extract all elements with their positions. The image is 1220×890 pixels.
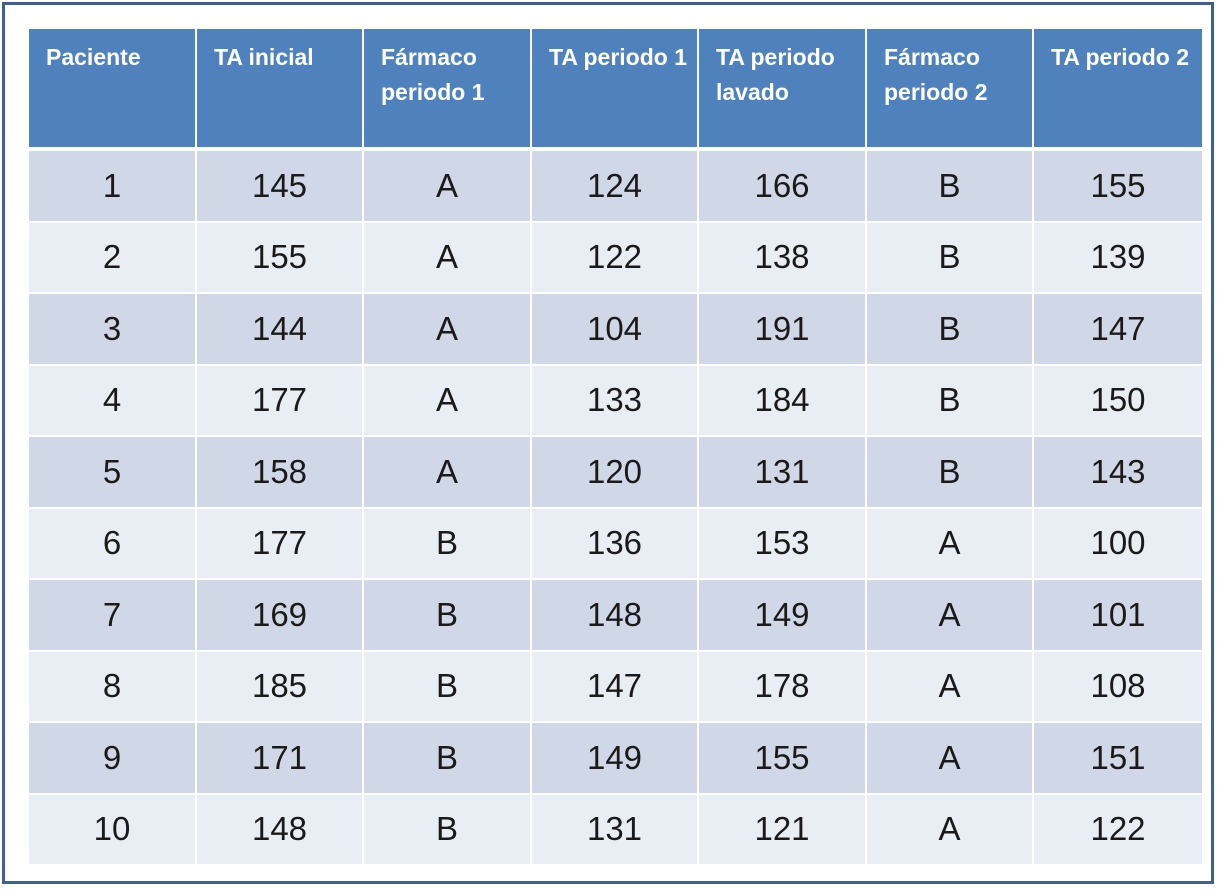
table-cell: A xyxy=(364,151,532,223)
table-cell: B xyxy=(364,508,532,580)
table-cell: 149 xyxy=(532,723,699,795)
table-cell: 100 xyxy=(1034,508,1202,580)
table-row: 10 148 B 131 121 A 122 xyxy=(29,794,1202,866)
table-cell: 148 xyxy=(532,580,699,652)
table-cell: 124 xyxy=(532,151,699,223)
table-cell: A xyxy=(867,508,1034,580)
header-cell: Fármaco periodo 1 xyxy=(364,29,532,151)
table-cell: 191 xyxy=(699,294,867,366)
table-row: 6 177 B 136 153 A 100 xyxy=(29,508,1202,580)
table-cell: B xyxy=(867,294,1034,366)
table-cell: 6 xyxy=(29,508,197,580)
table-cell: 158 xyxy=(197,437,364,509)
table-cell: 108 xyxy=(1034,651,1202,723)
table-cell: 8 xyxy=(29,651,197,723)
table-cell: 147 xyxy=(532,651,699,723)
table-cell: B xyxy=(364,723,532,795)
header-cell: TA periodo 2 xyxy=(1034,29,1202,151)
table-row: 2 155 A 122 138 B 139 xyxy=(29,222,1202,294)
table-cell: 147 xyxy=(1034,294,1202,366)
table-cell: A xyxy=(867,794,1034,866)
table-cell: B xyxy=(867,222,1034,294)
table-cell: A xyxy=(364,294,532,366)
table-cell: 3 xyxy=(29,294,197,366)
table-cell: 122 xyxy=(1034,794,1202,866)
table-cell: 177 xyxy=(197,508,364,580)
table-cell: 1 xyxy=(29,151,197,223)
data-table: Paciente TA inicial Fármaco periodo 1 TA… xyxy=(29,29,1202,866)
header-cell: TA periodo 1 xyxy=(532,29,699,151)
header-cell: Paciente xyxy=(29,29,197,151)
table-cell: 169 xyxy=(197,580,364,652)
table-cell: 149 xyxy=(699,580,867,652)
table-row: 8 185 B 147 178 A 108 xyxy=(29,651,1202,723)
table-cell: 153 xyxy=(699,508,867,580)
table-cell: 143 xyxy=(1034,437,1202,509)
table-cell: A xyxy=(867,723,1034,795)
table-cell: 10 xyxy=(29,794,197,866)
table-cell: 104 xyxy=(532,294,699,366)
header-cell: TA inicial xyxy=(197,29,364,151)
table-cell: A xyxy=(364,437,532,509)
table-row: 4 177 A 133 184 B 150 xyxy=(29,365,1202,437)
header-row: Paciente TA inicial Fármaco periodo 1 TA… xyxy=(29,29,1202,151)
table-row: 1 145 A 124 166 B 155 xyxy=(29,151,1202,223)
table-row: 3 144 A 104 191 B 147 xyxy=(29,294,1202,366)
table-cell: 138 xyxy=(699,222,867,294)
table-cell: A xyxy=(364,365,532,437)
table-cell: 5 xyxy=(29,437,197,509)
table-cell: 155 xyxy=(1034,151,1202,223)
table-cell: 151 xyxy=(1034,723,1202,795)
table-cell: B xyxy=(867,365,1034,437)
table-cell: A xyxy=(364,222,532,294)
table-cell: 144 xyxy=(197,294,364,366)
table-cell: 131 xyxy=(532,794,699,866)
table-cell: 150 xyxy=(1034,365,1202,437)
table-cell: 2 xyxy=(29,222,197,294)
table-cell: 171 xyxy=(197,723,364,795)
table-cell: 120 xyxy=(532,437,699,509)
table-cell: 166 xyxy=(699,151,867,223)
table-cell: B xyxy=(364,651,532,723)
table-cell: 136 xyxy=(532,508,699,580)
header-cell: TA periodo lavado xyxy=(699,29,867,151)
table-cell: 155 xyxy=(699,723,867,795)
table-cell: 148 xyxy=(197,794,364,866)
table-cell: 177 xyxy=(197,365,364,437)
table-row: 9 171 B 149 155 A 151 xyxy=(29,723,1202,795)
table-cell: A xyxy=(867,651,1034,723)
table-cell: B xyxy=(364,580,532,652)
table-cell: B xyxy=(364,794,532,866)
table-cell: 139 xyxy=(1034,222,1202,294)
table-row: 7 169 B 148 149 A 101 xyxy=(29,580,1202,652)
table-cell: 7 xyxy=(29,580,197,652)
table-cell: 101 xyxy=(1034,580,1202,652)
table-cell: 178 xyxy=(699,651,867,723)
table-cell: 145 xyxy=(197,151,364,223)
table-cell: 155 xyxy=(197,222,364,294)
table-cell: 184 xyxy=(699,365,867,437)
table-row: 5 158 A 120 131 B 143 xyxy=(29,437,1202,509)
table-cell: 121 xyxy=(699,794,867,866)
table-cell: B xyxy=(867,437,1034,509)
table-cell: 122 xyxy=(532,222,699,294)
table-cell: 131 xyxy=(699,437,867,509)
table-cell: A xyxy=(867,580,1034,652)
header-cell: Fármaco periodo 2 xyxy=(867,29,1034,151)
table-cell: 4 xyxy=(29,365,197,437)
table-cell: 9 xyxy=(29,723,197,795)
table-cell: 133 xyxy=(532,365,699,437)
table-cell: 185 xyxy=(197,651,364,723)
table-cell: B xyxy=(867,151,1034,223)
